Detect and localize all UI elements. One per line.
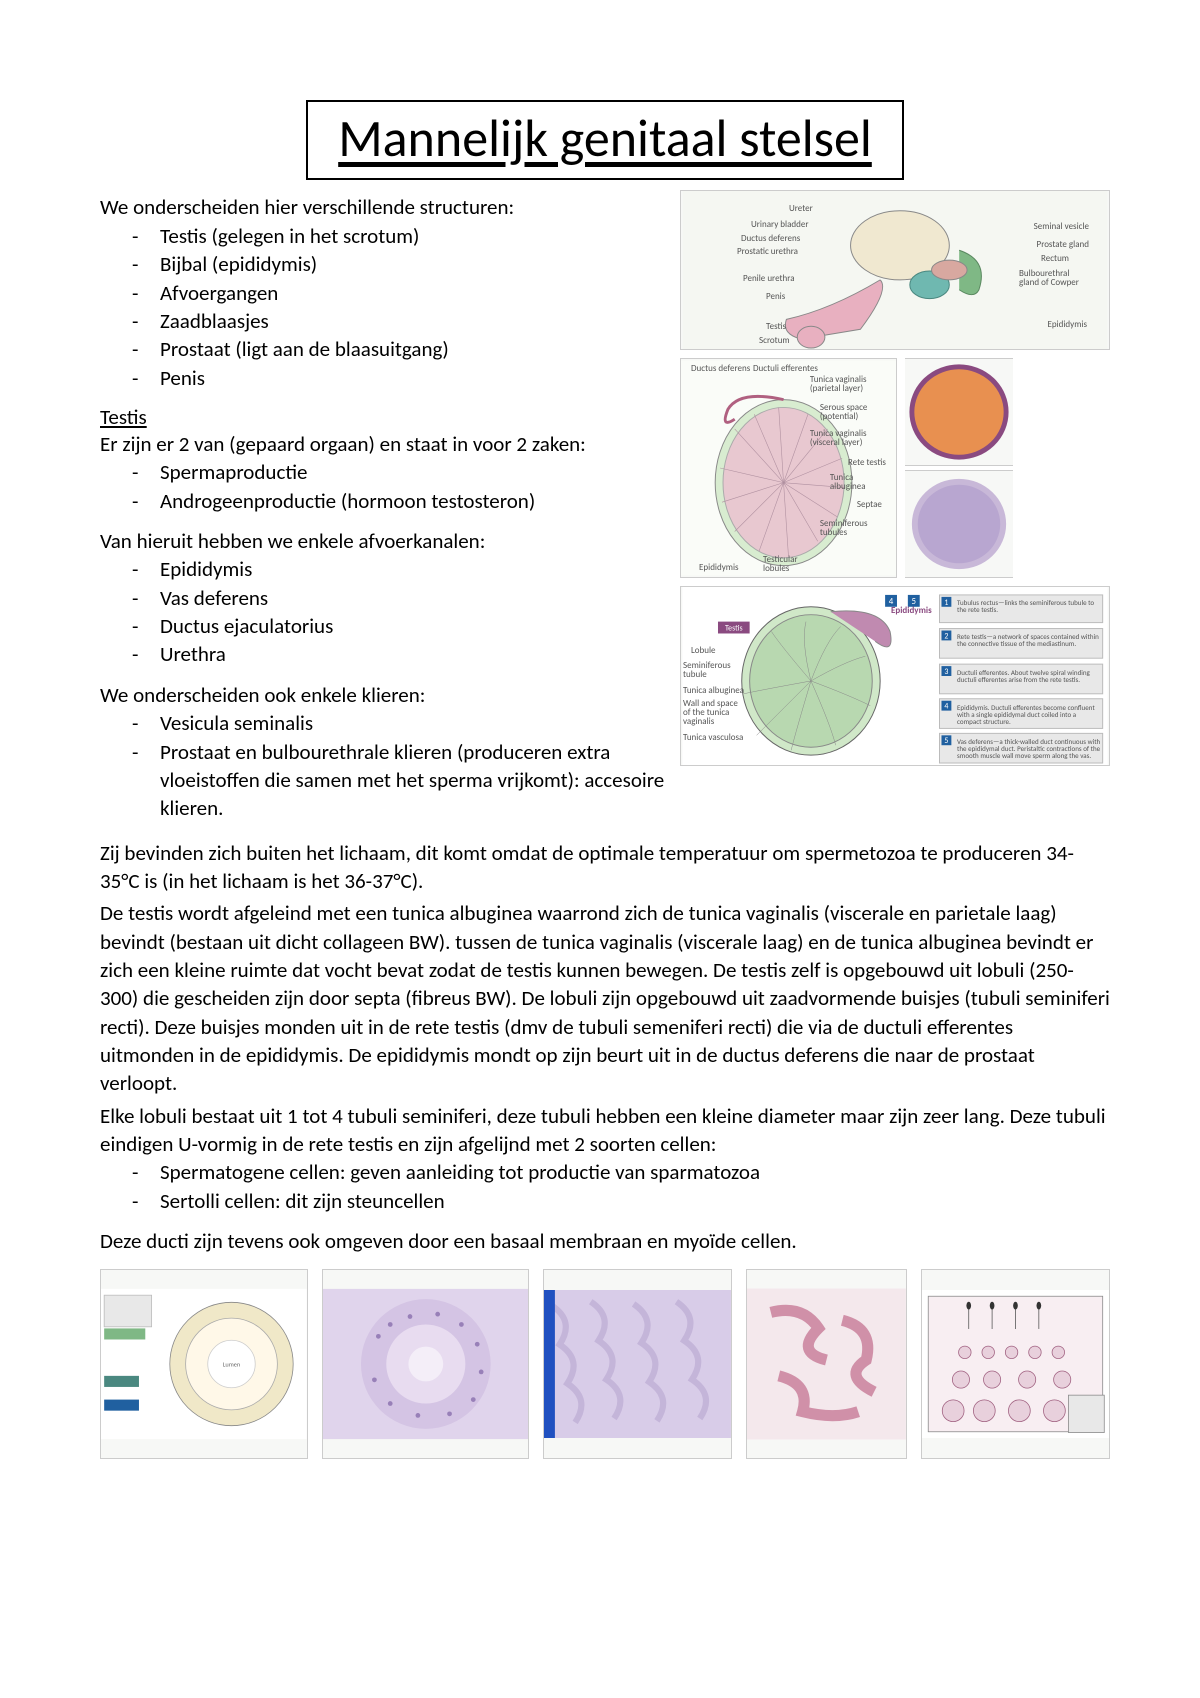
- fig-label: Scrotum: [759, 335, 790, 346]
- fig-label: Penis: [766, 291, 785, 302]
- list-item: Spermatogene cellen: geven aanleiding to…: [160, 1158, 1110, 1186]
- fig-label: Tunica albuginea: [830, 473, 890, 491]
- svg-text:4: 4: [944, 702, 948, 712]
- fig-label: Penile urethra: [743, 273, 795, 284]
- fig-label: Rete testis: [848, 457, 886, 468]
- page-title: Mannelijk genitaal stelsel: [338, 106, 872, 170]
- main-two-column: We onderscheiden hier verschillende stru…: [100, 194, 1110, 835]
- intro-text: We onderscheiden hier verschillende stru…: [100, 194, 666, 220]
- list-item: Epididymis: [160, 555, 666, 583]
- histology-icon: [544, 1270, 731, 1458]
- svg-text:1: 1: [944, 598, 948, 608]
- figure-histology-pair: [905, 358, 1013, 578]
- body-para-2: De testis wordt afgeleind met een tunica…: [100, 899, 1110, 1097]
- cell-types-list: Spermatogene cellen: geven aanleiding to…: [100, 1158, 1110, 1215]
- fig-label: Epididymis: [891, 605, 932, 616]
- fig-label: Tunica vasculosa: [683, 732, 743, 743]
- fig-label: Rete testis—a network of spaces containe…: [957, 633, 1102, 647]
- histology-icon: [747, 1270, 906, 1458]
- list-item: Prostaat en bulbourethrale klieren (prod…: [160, 738, 666, 823]
- fig-label: Ureter: [789, 203, 813, 214]
- body-para-3: Elke lobuli bestaat uit 1 tot 4 tubuli s…: [100, 1102, 1110, 1159]
- fig-label: Ductuli efferentes: [753, 363, 818, 374]
- fig-label: Seminiferous tubules: [820, 519, 890, 537]
- list-item: Zaadblaasjes: [160, 307, 666, 335]
- svg-text:3: 3: [944, 667, 948, 677]
- list-item: Afvoergangen: [160, 279, 666, 307]
- figure-tubule-diagram: Lumen: [100, 1269, 308, 1459]
- fig-label: Vas deferens—a thick-walled duct continu…: [957, 738, 1102, 759]
- spacer: [1021, 358, 1110, 578]
- fig-label: Prostatic urethra: [737, 246, 798, 257]
- histology-icon: [905, 471, 1013, 577]
- svg-text:Lumen: Lumen: [223, 1361, 240, 1369]
- structures-list: Testis (gelegen in het scrotum) Bijbal (…: [100, 222, 666, 392]
- bottom-figures-row: Lumen: [100, 1269, 1110, 1459]
- ducts-intro: Van hieruit hebben we enkele afvoerkanal…: [100, 527, 666, 555]
- ducts-list: Epididymis Vas deferens Ductus ejaculato…: [100, 555, 666, 668]
- list-item: Urethra: [160, 640, 666, 668]
- testis-intro: Er zijn er 2 van (gepaard orgaan) en sta…: [100, 430, 666, 458]
- fig-label: Septae: [857, 499, 882, 510]
- fig-label: Tunica vaginalis (visceral layer): [810, 429, 890, 447]
- right-column-figures: Ureter Urinary bladder Ductus deferens P…: [680, 190, 1110, 835]
- figure-row-testis: Ductus deferens Ductuli efferentes Tunic…: [680, 358, 1110, 578]
- fig-label: Urinary bladder: [751, 219, 809, 230]
- list-item: Androgeenproductie (hormoon testosteron): [160, 487, 666, 515]
- body-para-4: Deze ducti zijn tevens ook omgeven door …: [100, 1227, 1110, 1255]
- fig-label: Tunica albuginea: [683, 685, 744, 696]
- svg-text:2: 2: [944, 631, 948, 641]
- testis-heading: Testis: [100, 404, 666, 430]
- fig-label: Serous space (potential): [820, 403, 890, 421]
- list-item: Sertolli cellen: dit zijn steuncellen: [160, 1187, 1110, 1215]
- title-container: Mannelijk genitaal stelsel: [306, 100, 904, 180]
- tubule-diagram-icon: Lumen: [101, 1270, 307, 1458]
- figure-histology-tubule: [322, 1269, 530, 1459]
- testis-functions-list: Spermaproductie Androgeenproductie (horm…: [100, 458, 666, 515]
- fig-label: Seminal vesicle: [1034, 221, 1089, 232]
- body-para-1: Zij bevinden zich buiten het lichaam, di…: [100, 839, 1110, 896]
- figure-spermatogenesis: [921, 1269, 1110, 1459]
- list-item: Vesicula seminalis: [160, 709, 666, 737]
- figure-histology-dense: [543, 1269, 732, 1459]
- fig-label: Seminiferous tubule: [683, 661, 738, 679]
- figure-sagittal-anatomy: Ureter Urinary bladder Ductus deferens P…: [680, 190, 1110, 350]
- figure-histology-orange: [905, 358, 1013, 466]
- fig-label: Epididymis. Ductuli efferentes become co…: [957, 704, 1102, 725]
- glands-list: Vesicula seminalis Prostaat en bulbouret…: [100, 709, 666, 822]
- figure-testis-section: Ductus deferens Ductuli efferentes Tunic…: [680, 358, 897, 578]
- list-item: Penis: [160, 364, 666, 392]
- histology-icon: [323, 1270, 529, 1458]
- list-item: Bijbal (epididymis): [160, 250, 666, 278]
- list-item: Testis (gelegen in het scrotum): [160, 222, 666, 250]
- spermatogenesis-diagram-icon: [922, 1270, 1109, 1458]
- figure-testis-callouts: 4 5 1 2 3 4 5 Testis Tubulus rectus—link…: [680, 586, 1110, 766]
- fig-label: Rectum: [1041, 253, 1069, 264]
- fig-label: Testis: [725, 624, 743, 634]
- fig-label: Lobule: [691, 645, 716, 656]
- list-item: Prostaat (ligt aan de blaasuitgang): [160, 335, 666, 363]
- list-item: Ductus ejaculatorius: [160, 612, 666, 640]
- glands-intro: We onderscheiden ook enkele klieren:: [100, 681, 666, 709]
- svg-text:5: 5: [944, 736, 948, 746]
- fig-label: Tunica vaginalis (parietal layer): [810, 375, 890, 393]
- left-column: We onderscheiden hier verschillende stru…: [100, 194, 666, 835]
- fig-label: Epididymis: [1047, 319, 1087, 330]
- fig-label: Ductus deferens: [691, 363, 750, 374]
- fig-label: Epididymis: [699, 562, 739, 573]
- fig-label: Testis: [766, 321, 786, 332]
- list-item: Vas deferens: [160, 584, 666, 612]
- figure-histology-epididymis: [746, 1269, 907, 1459]
- fig-label: Ductuli efferentes. About twelve spiral …: [957, 669, 1102, 683]
- fig-label: Prostate gland: [1037, 239, 1089, 250]
- histology-icon: [905, 359, 1013, 465]
- list-item: Spermaproductie: [160, 458, 666, 486]
- fig-label: Tubulus rectus—links the seminiferous tu…: [957, 599, 1102, 613]
- fig-label: Bulbourethral gland of Cowper: [1019, 269, 1089, 287]
- fig-label: Ductus deferens: [741, 233, 800, 244]
- figure-histology-purple: [905, 470, 1013, 578]
- fig-label: Wall and space of the tunica vaginalis: [683, 699, 743, 726]
- fig-label: Testicular lobules: [763, 555, 813, 573]
